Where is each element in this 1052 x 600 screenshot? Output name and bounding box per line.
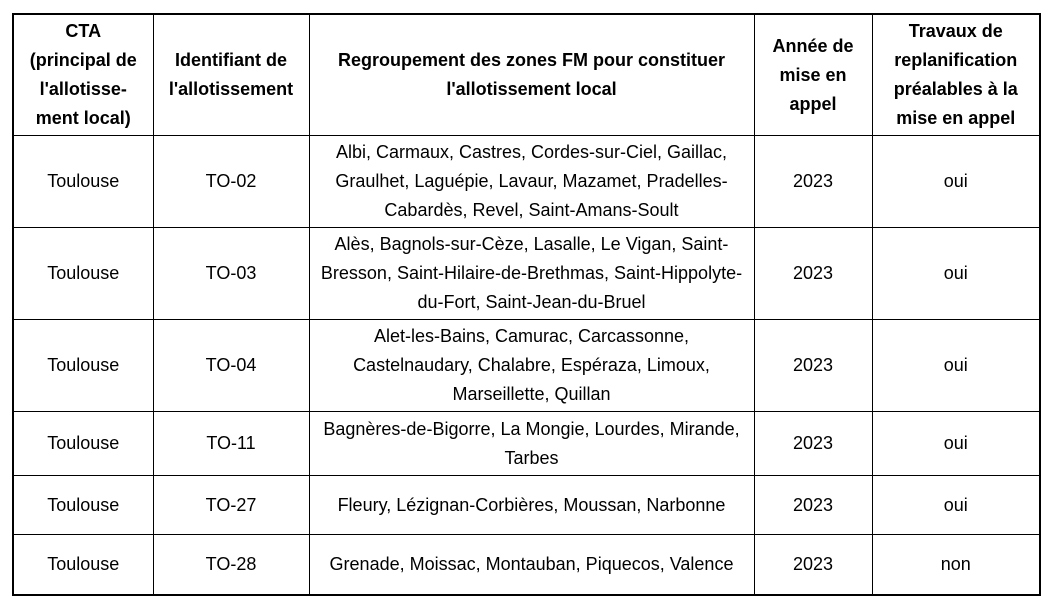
column-header-cta: CTA (principal de l'allotisse- ment loca… bbox=[12, 13, 154, 136]
column-header-identifiant: Identifiant de l'allotissement bbox=[152, 13, 310, 136]
cell-zones: Albi, Carmaux, Castres, Cordes-sur-Ciel,… bbox=[308, 135, 755, 228]
cell-travaux: oui bbox=[871, 475, 1041, 535]
cell-identifiant: TO-27 bbox=[152, 475, 310, 535]
table-row: Toulouse TO-02 Albi, Carmaux, Castres, C… bbox=[12, 135, 1041, 228]
cell-zones: Alet-les-Bains, Camurac, Carcassonne, Ca… bbox=[308, 319, 755, 412]
cell-identifiant: TO-11 bbox=[152, 411, 310, 476]
column-header-annee: Année de mise en appel bbox=[753, 13, 873, 136]
table-row: Toulouse TO-04 Alet-les-Bains, Camurac, … bbox=[12, 319, 1041, 412]
table-row: Toulouse TO-27 Fleury, Lézignan-Corbière… bbox=[12, 475, 1041, 535]
cell-annee: 2023 bbox=[753, 227, 873, 320]
cell-annee: 2023 bbox=[753, 411, 873, 476]
cell-annee: 2023 bbox=[753, 319, 873, 412]
table-row: Toulouse TO-28 Grenade, Moissac, Montaub… bbox=[12, 534, 1041, 595]
cell-cta: Toulouse bbox=[12, 411, 154, 476]
cell-annee: 2023 bbox=[753, 475, 873, 535]
table-row: Toulouse TO-11 Bagnères-de-Bigorre, La M… bbox=[12, 411, 1041, 476]
column-header-travaux: Travaux de replanification préalables à … bbox=[871, 13, 1041, 136]
cell-zones: Bagnères-de-Bigorre, La Mongie, Lourdes,… bbox=[308, 411, 755, 476]
cell-identifiant: TO-04 bbox=[152, 319, 310, 412]
cell-travaux: oui bbox=[871, 227, 1041, 320]
cell-cta: Toulouse bbox=[12, 227, 154, 320]
cell-cta: Toulouse bbox=[12, 135, 154, 228]
cell-cta: Toulouse bbox=[12, 319, 154, 412]
column-header-zones: Regroupement des zones FM pour constitue… bbox=[308, 13, 755, 136]
cell-travaux: oui bbox=[871, 411, 1041, 476]
cell-travaux: oui bbox=[871, 319, 1041, 412]
cell-cta: Toulouse bbox=[12, 534, 154, 595]
header-row: CTA (principal de l'allotisse- ment loca… bbox=[12, 13, 1041, 136]
cell-annee: 2023 bbox=[753, 135, 873, 228]
cell-cta: Toulouse bbox=[12, 475, 154, 535]
table-header: CTA (principal de l'allotisse- ment loca… bbox=[12, 13, 1041, 136]
cell-zones: Alès, Bagnols-sur-Cèze, Lasalle, Le Viga… bbox=[308, 227, 755, 320]
fm-allotments-table: CTA (principal de l'allotisse- ment loca… bbox=[12, 13, 1041, 596]
table-body: Toulouse TO-02 Albi, Carmaux, Castres, C… bbox=[12, 135, 1041, 595]
cell-travaux: oui bbox=[871, 135, 1041, 228]
cell-annee: 2023 bbox=[753, 534, 873, 595]
cell-identifiant: TO-02 bbox=[152, 135, 310, 228]
cell-travaux: non bbox=[871, 534, 1041, 595]
cell-zones: Grenade, Moissac, Montauban, Piquecos, V… bbox=[308, 534, 755, 595]
cell-identifiant: TO-03 bbox=[152, 227, 310, 320]
table-row: Toulouse TO-03 Alès, Bagnols-sur-Cèze, L… bbox=[12, 227, 1041, 320]
cell-zones: Fleury, Lézignan-Corbières, Moussan, Nar… bbox=[308, 475, 755, 535]
cell-identifiant: TO-28 bbox=[152, 534, 310, 595]
